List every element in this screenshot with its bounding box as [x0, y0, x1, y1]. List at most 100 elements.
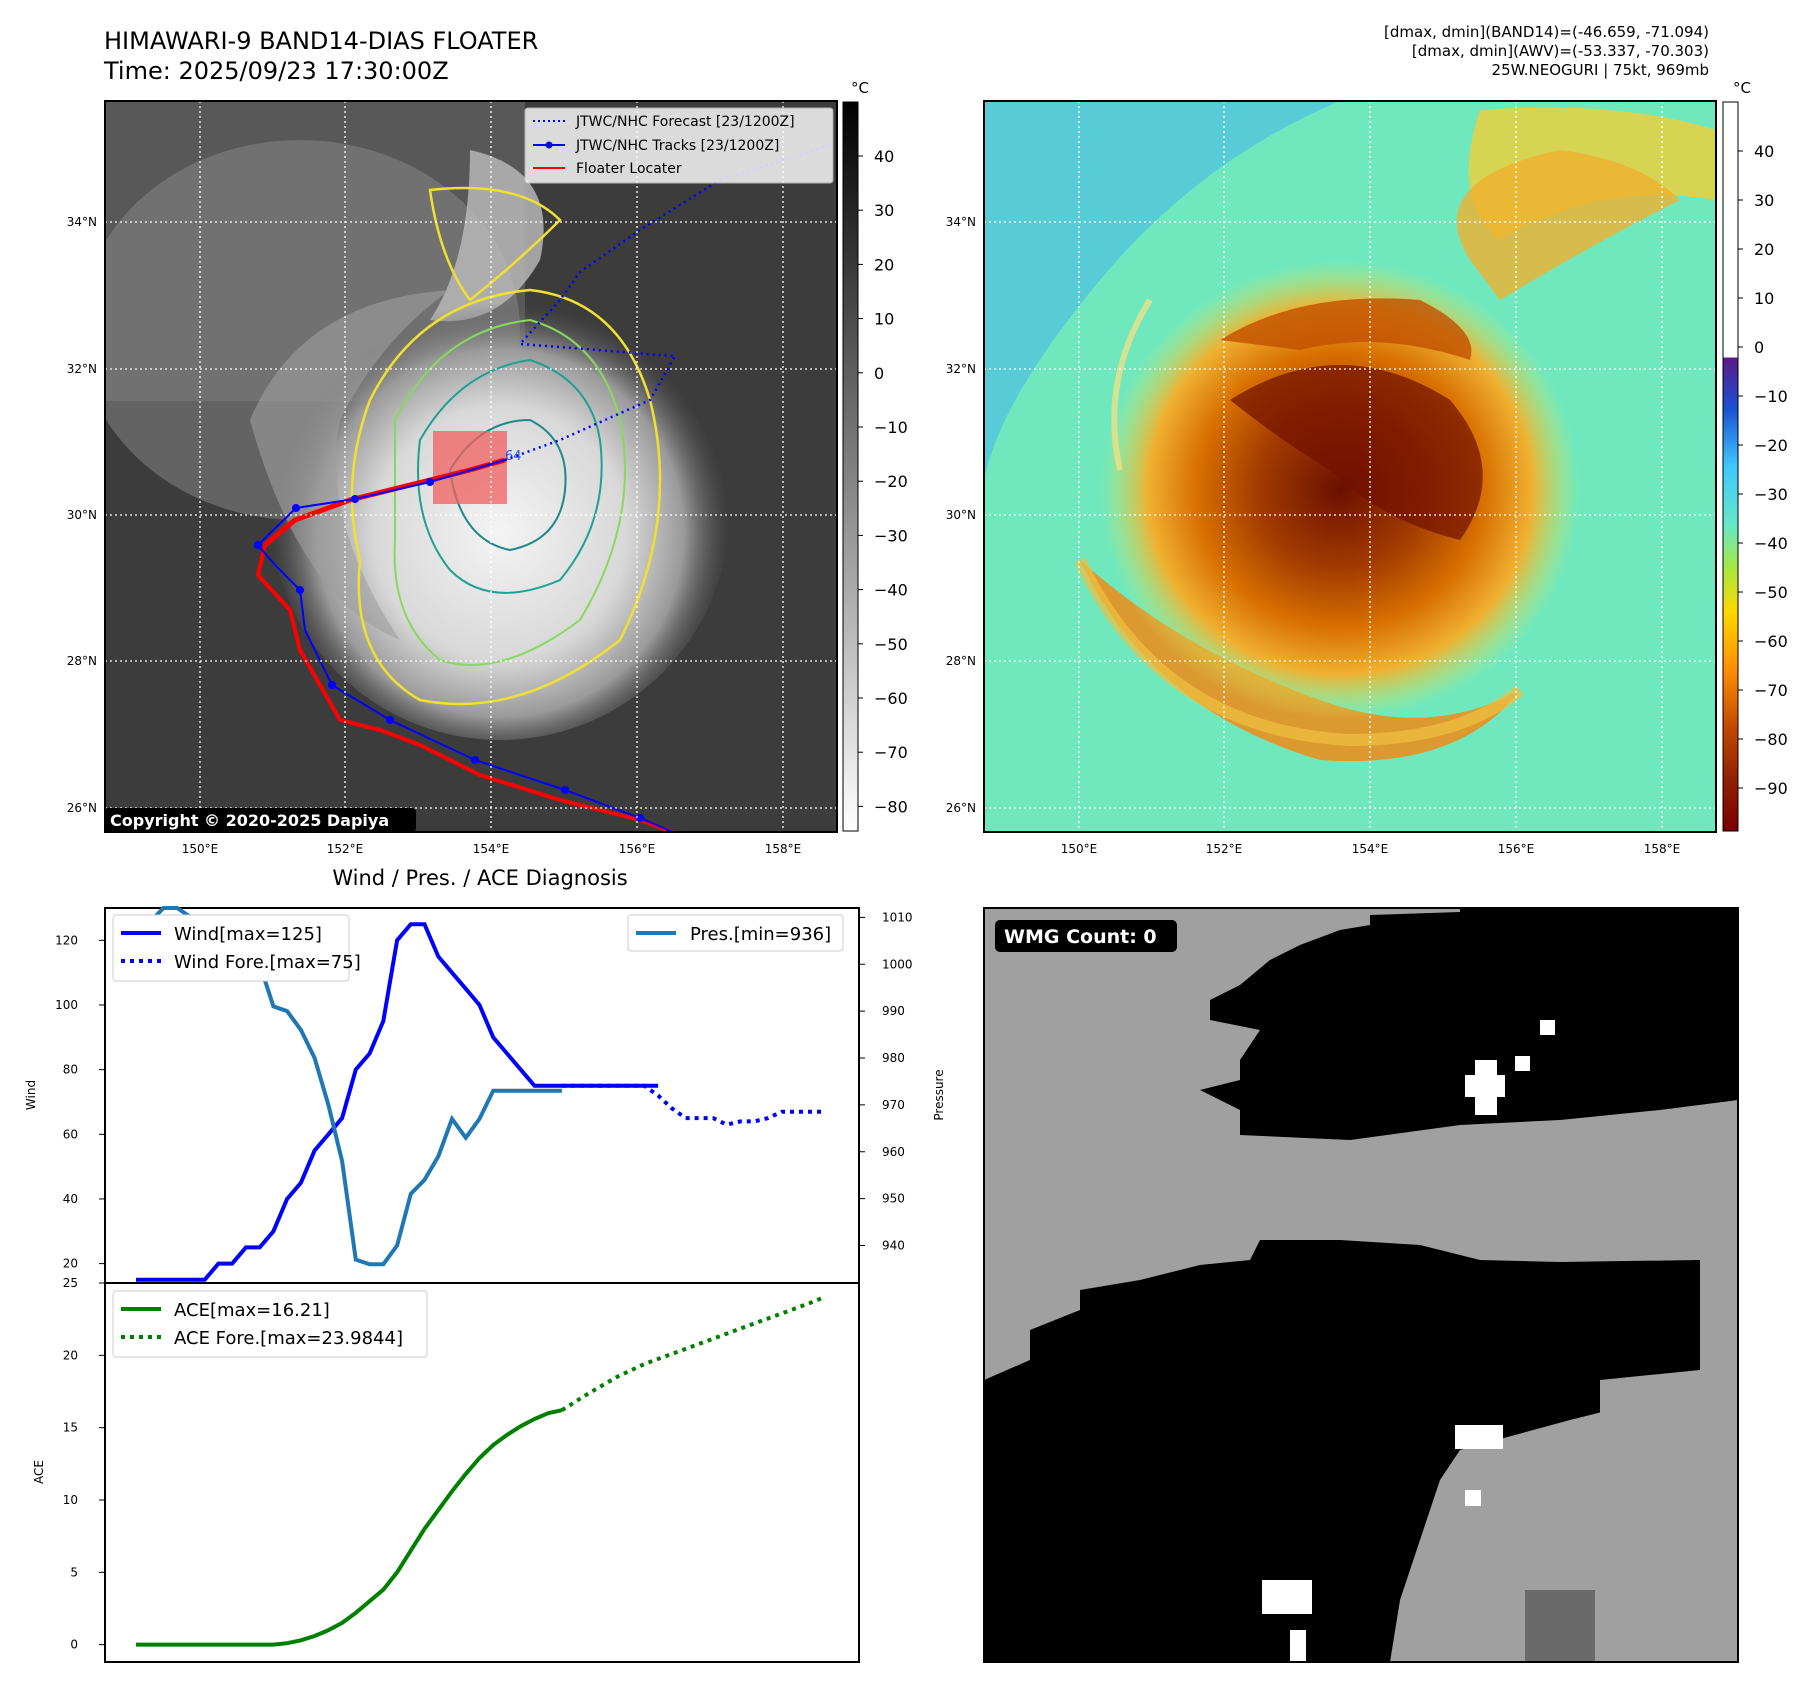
colorbar-tick-label: 0	[874, 364, 884, 383]
legend-pressure-label: Pres.[min=936]	[690, 924, 831, 945]
wind-pressure-chart: Wind / Pres. / ACE Diagnosis Wind Pressu…	[24, 866, 946, 1284]
colorbar-tick-label: 30	[874, 201, 894, 220]
colorbar-tick-label: 0	[1754, 338, 1764, 357]
colorbar-tick-label: −70	[1754, 681, 1788, 700]
colorbar-tick-label: −80	[1754, 730, 1788, 749]
legend-floater-label: Floater Locater	[576, 161, 682, 177]
colorbar-tick-label: −50	[1754, 583, 1788, 602]
ir-frame	[104, 100, 838, 833]
pressure-tick-label: 990	[882, 1004, 905, 1018]
lon-label: 150°E	[1061, 842, 1098, 856]
lon-label: 150°E	[182, 842, 219, 856]
wind-ticks: 20 40 60 80 100 120	[55, 933, 105, 1271]
ace-tick-label: 10	[63, 1493, 78, 1507]
ace-axis-label: ACE	[32, 1460, 46, 1484]
wmg-count-badge	[995, 920, 1177, 952]
lat-label: 34°N	[946, 215, 976, 229]
colorbar-tick-label: −60	[1754, 632, 1788, 651]
floater-locater-track-south	[255, 544, 678, 832]
jtwc-track-markers	[254, 478, 644, 822]
info-line-3: 25W.NEOGURI | 75kt, 969mb	[1491, 61, 1709, 79]
wmg-panel: WMG Count: 0	[983, 907, 1739, 1663]
title-line-2: Time: 2025/09/23 17:30:00Z	[104, 57, 449, 85]
colorbar-tick-label: 10	[1754, 289, 1774, 308]
wind-tick-label: 100	[55, 998, 78, 1012]
lon-label: 158°E	[765, 842, 802, 856]
ir-panel: 64 Copyright © 2020-2025 Dapiya	[67, 79, 908, 856]
lat-label: 28°N	[67, 654, 97, 668]
wv-frame	[983, 100, 1717, 833]
ir-legend: JTWC/NHC Forecast [23/1200Z] JTWC/NHC Tr…	[524, 107, 834, 184]
wv-gridlines	[984, 101, 1716, 832]
colorbar-tick-label: −20	[874, 472, 908, 491]
colorbar-tick-label: −10	[1754, 387, 1788, 406]
lon-label: 154°E	[1352, 842, 1389, 856]
colorbar-tick-label: −10	[874, 418, 908, 437]
legend-wind-label: Wind[max=125]	[174, 924, 322, 945]
info-line-1: [dmax, dmin](BAND14)=(-46.659, -71.094)	[1384, 23, 1709, 41]
ace-tick-label: 15	[63, 1421, 78, 1435]
pressure-tick-label: 960	[882, 1145, 905, 1159]
lon-label: 156°E	[1498, 842, 1535, 856]
wind-axis-label: Wind	[24, 1080, 38, 1110]
pressure-tick-label: 940	[882, 1239, 905, 1253]
pressure-legend: Pres.[min=936]	[627, 914, 844, 952]
ace-chart: ACE 0 5 10 15 20 25 ACE[max=16.21] ACE Fore.[…	[32, 1276, 860, 1663]
colorbar-tick-label: −50	[874, 635, 908, 654]
legend-ace-forecast-label: ACE Fore.[max=23.9844]	[174, 1328, 403, 1349]
lat-label: 26°N	[67, 801, 97, 815]
colorbar-tick-label: 40	[1754, 142, 1774, 161]
wind-tick-label: 60	[63, 1127, 78, 1141]
ace-legend: ACE[max=16.21] ACE Fore.[max=23.9844]	[112, 1290, 428, 1358]
title-line-1: HIMAWARI-9 BAND14-DIAS FLOATER	[104, 27, 539, 55]
figure-title: HIMAWARI-9 BAND14-DIAS FLOATER Time: 202…	[104, 26, 538, 86]
ace-tick-label: 25	[63, 1276, 78, 1290]
legend-tracks-label: JTWC/NHC Tracks [23/1200Z]	[575, 138, 779, 154]
pressure-tick-label: 1000	[882, 957, 913, 971]
legend-ace-label: ACE[max=16.21]	[174, 1300, 330, 1321]
pressure-ticks: 940 950 960 970 980 990 1000 1010	[859, 910, 913, 1253]
ace-ticks: 0 5 10 15 20 25	[63, 1276, 105, 1652]
wv-storm-core	[1100, 260, 1580, 720]
series-ace-fore-	[560, 1295, 824, 1412]
lat-label: 30°N	[67, 508, 97, 522]
colorbar-tick-label: 20	[1754, 240, 1774, 259]
colorbar-tick-label: −80	[874, 797, 908, 816]
series-wind-fore-	[561, 1083, 823, 1127]
ace-tick-label: 5	[70, 1565, 78, 1579]
ir-colorbar-unit: °C	[851, 79, 869, 97]
wv-colorbar	[1722, 101, 1739, 832]
jtwc-track-line	[256, 459, 676, 832]
copyright-label: Copyright © 2020-2025 Dapiya	[110, 811, 389, 830]
wv-axis-labels: 34°N 32°N 30°N 28°N 26°N 150°E 152°E 154°E 156°E…	[946, 215, 1681, 856]
lon-label: 154°E	[473, 842, 510, 856]
lat-label: 32°N	[946, 362, 976, 376]
lon-label: 156°E	[619, 842, 656, 856]
pressure-tick-label: 970	[882, 1098, 905, 1112]
legend-wind-forecast-label: Wind Fore.[max=75]	[174, 952, 361, 973]
colorbar-tick-label: −60	[874, 689, 908, 708]
jtwc-forecast-line	[504, 143, 831, 462]
wmg-region-upper	[1200, 908, 1738, 1140]
ir-colorbar-ticks: 40 30 20 10 0 −10 −20 −30 −40 −50 −60 −70 −80	[858, 147, 908, 816]
ir-imagery: 64 Copyright © 2020-2025 Dapiya	[105, 101, 837, 832]
wv-panel: 34°N 32°N 30°N 28°N 26°N 150°E 152°E 154°E 156°E…	[946, 79, 1788, 856]
legend-forecast-label: JTWC/NHC Forecast [23/1200Z]	[575, 114, 795, 130]
lat-label: 34°N	[67, 215, 97, 229]
lat-label: 26°N	[946, 801, 976, 815]
wmg-region-dark-gray	[1525, 1590, 1595, 1662]
wind-legend: Wind[max=125] Wind Fore.[max=75]	[112, 914, 361, 982]
ir-contour-yellow	[350, 288, 662, 706]
colorbar-tick-label: −30	[874, 526, 908, 545]
wind-tick-label: 80	[63, 1063, 78, 1077]
wv-colorbar-unit: °C	[1733, 79, 1751, 97]
storm-info: [dmax, dmin](BAND14)=(-46.659, -71.094) …	[1384, 23, 1709, 80]
lat-label: 30°N	[946, 508, 976, 522]
ir-gridlines	[105, 101, 837, 832]
pressure-tick-label: 950	[882, 1192, 905, 1206]
ace-tick-label: 0	[70, 1638, 78, 1652]
lon-label: 158°E	[1644, 842, 1681, 856]
ace-series	[136, 1295, 824, 1647]
ir-colorbar	[842, 101, 859, 832]
